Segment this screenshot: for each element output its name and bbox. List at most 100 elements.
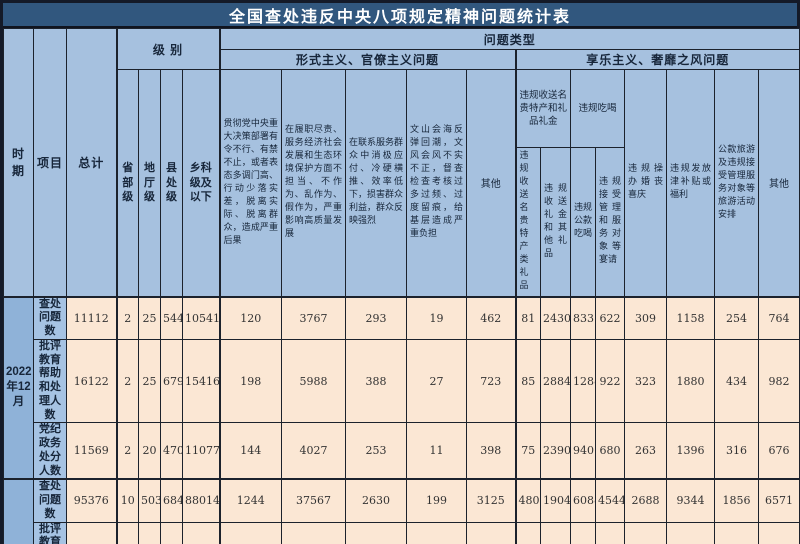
data-cell: 2 [116, 295, 139, 340]
data-cell: 5988 [281, 338, 347, 424]
data-cell: 470 [160, 422, 183, 480]
data-cell: 764 [758, 295, 800, 340]
data-cell: 571 [138, 521, 161, 544]
data-cell: 141348 [66, 521, 118, 544]
data-cell: 2933 [624, 521, 668, 544]
data-cell: 462 [466, 295, 517, 340]
data-cell: 323 [624, 338, 668, 424]
data-cell: 1880 [666, 338, 716, 424]
data-cell: 4027 [281, 422, 347, 480]
data-cell: 2126 [219, 521, 283, 544]
data-cell: 2 [116, 422, 139, 480]
data-cell: 1396 [666, 422, 716, 480]
col-header-level-prefecture: 地厅级 [138, 68, 161, 298]
row-label: 查处问题数 [33, 295, 67, 340]
table-row: 党纪政务处分人数 11569 2 20 470 11077 144 4027 253 11 398 7… [4, 422, 800, 480]
data-cell: 323 [406, 521, 468, 544]
data-cell: 316 [714, 422, 760, 480]
data-cell: 6088 [570, 478, 597, 523]
data-cell: 6571 [758, 478, 800, 523]
col-header-level: 级 别 [115, 28, 221, 70]
data-cell: 11 [406, 422, 468, 480]
data-cell: 85 [515, 338, 542, 424]
col-header-weddings-funerals: 违规操办婚丧喜庆 [624, 68, 668, 298]
data-cell: 833 [570, 295, 597, 340]
data-cell: 434 [714, 338, 760, 424]
data-cell: 10 [116, 478, 139, 523]
data-cell: 253 [345, 422, 408, 480]
data-cell: 16122 [66, 338, 118, 424]
data-cell: 679 [160, 338, 183, 424]
table-row: 批评教育帮助和处理人数14134810571835113241621266015… [4, 521, 800, 544]
data-cell: 398 [466, 422, 517, 480]
col-header-gift-money: 违规收送礼金和其他礼品 [540, 146, 572, 298]
data-cell: 11112 [66, 295, 118, 340]
period-cell: 2022年以来 [3, 478, 34, 544]
data-cell: 11569 [66, 422, 118, 480]
col-header-hedonism-other: 其他 [758, 68, 800, 298]
row-label: 查处问题数 [33, 478, 67, 523]
data-cell: 309 [624, 295, 668, 340]
data-cell: 2390 [540, 422, 572, 480]
table-header: 时期 项目 总计 级 别 问题类型 形式主义、官僚主义问题 享乐主义、奢靡之风问… [3, 27, 800, 298]
data-cell: 27 [406, 338, 468, 424]
col-header-formalism-2: 在履职尽责、服务经济社会发展和生态环境保护方面不担当、不作为、乱作为、假作为，严… [281, 68, 347, 298]
data-cell: 1244 [219, 478, 283, 523]
period-cell: 2022年12月 [3, 295, 34, 480]
data-cell: 198 [219, 338, 283, 424]
data-cell: 19040 [540, 478, 572, 523]
data-cell: 9344 [666, 478, 716, 523]
data-cell: 4544 [595, 478, 626, 523]
data-cell: 388 [345, 338, 408, 424]
data-cell: 1288 [570, 338, 597, 424]
data-cell: 20 [138, 422, 161, 480]
col-header-problem-type: 问题类型 [219, 28, 800, 50]
col-header-period: 时期 [3, 27, 34, 298]
col-header-formalism-4: 文山会海反弹回潮，文风会风不实不正，督查检查考核过多过频、过度留痕，给基层造成严… [406, 68, 468, 298]
data-cell: 19 [406, 295, 468, 340]
title-bar: 全国查处违反中央八项规定精神问题统计表 [3, 3, 797, 28]
table-row: 2022年12月 查处问题数 11112 2 25 544 10541 120 3767 293 1… [3, 295, 800, 480]
row-label: 批评教育帮助和处理人数 [33, 338, 67, 424]
data-cell: 22925 [540, 521, 572, 544]
col-header-formalism-3: 在联系服务群众中消极应付、冷硬横推、效率低下，损害群众利益，群众反映强烈 [345, 68, 408, 298]
data-cell: 132416 [181, 521, 221, 544]
col-header-hedonism: 享乐主义、奢靡之风问题 [515, 49, 800, 70]
data-cell: 2430 [540, 295, 572, 340]
data-cell: 10 [116, 521, 139, 544]
data-cell: 81 [515, 295, 542, 340]
col-header-dining-group: 违规吃喝 [570, 69, 626, 148]
data-cell: 15082 [666, 521, 716, 544]
table-row: 批评教育帮助和处理人数 16122 2 25 679 15416 198 5988 388 27 7… [4, 338, 800, 424]
data-cell: 199 [406, 478, 468, 523]
data-cell: 8351 [160, 521, 183, 544]
data-cell: 95376 [66, 478, 118, 523]
data-cell: 7222 [595, 521, 626, 544]
col-header-level-township: 乡科级及以下 [181, 68, 221, 298]
col-header-gift-specialty: 违规收送名贵特产类礼品 [515, 146, 542, 298]
statistics-table: 时期 项目 总计 级 别 问题类型 形式主义、官僚主义问题 享乐主义、奢靡之风问… [3, 27, 800, 544]
data-cell: 263 [624, 422, 668, 480]
data-cell: 982 [758, 338, 800, 424]
data-cell: 9299 [570, 521, 597, 544]
data-cell: 544 [160, 295, 183, 340]
col-header-level-province: 省部级 [116, 68, 139, 298]
data-cell: 545 [515, 521, 542, 544]
data-cell: 3767 [281, 295, 347, 340]
data-cell: 2688 [624, 478, 668, 523]
data-cell: 10541 [181, 295, 221, 340]
data-cell: 25 [138, 295, 161, 340]
col-header-item: 项目 [33, 27, 67, 298]
table-title: 全国查处违反中央八项规定精神问题统计表 [228, 8, 571, 26]
data-cell: 676 [758, 422, 800, 480]
col-header-banquet: 违规接受管理和服务对象等宴请 [595, 146, 626, 298]
data-cell: 11077 [181, 422, 221, 480]
data-cell: 25 [138, 338, 161, 424]
data-cell: 3173 [714, 521, 760, 544]
data-cell: 8573 [758, 521, 800, 544]
data-cell: 144 [219, 422, 283, 480]
data-cell: 37567 [281, 478, 347, 523]
table-body: 2022年12月 查处问题数 11112 2 25 544 10541 120 3767 293 1… [3, 295, 800, 544]
col-header-formalism-1: 贯彻党中央重大决策部署有令不行、有禁不止，或者表态多调门高、行动少落实差，脱离实… [219, 68, 283, 298]
